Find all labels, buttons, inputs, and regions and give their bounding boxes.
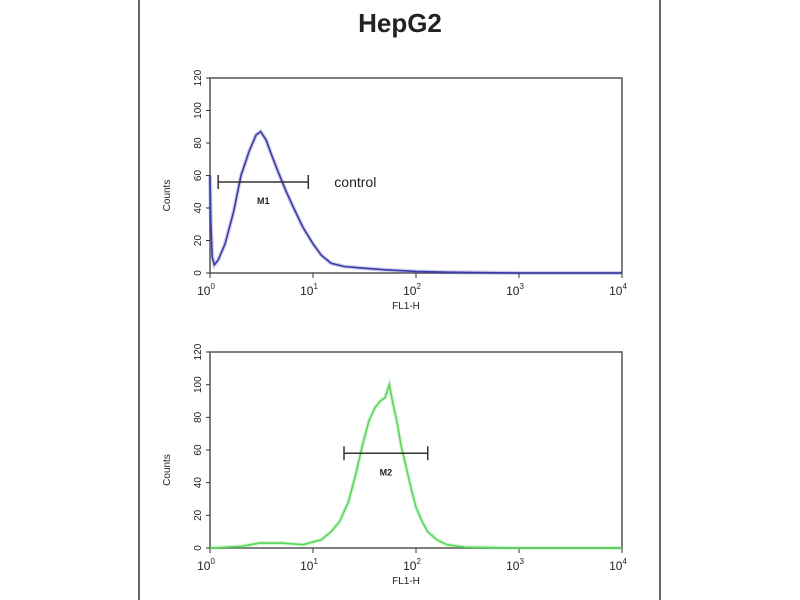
figure-title: HepG2 [358, 8, 442, 38]
x-tick-exponent: 3 [519, 557, 524, 566]
x-tick-label: 102 [403, 557, 421, 573]
x-tick-label: 104 [609, 557, 627, 573]
x-tick-label: 103 [506, 557, 524, 573]
x-tick-exponent: 4 [622, 557, 627, 566]
histogram-line [209, 130, 622, 274]
y-tick-label: 100 [193, 102, 204, 119]
y-tick-label: 0 [193, 545, 204, 551]
plot-frame [209, 351, 623, 549]
x-tick-label: 103 [506, 282, 524, 298]
y-tick-label: 80 [193, 411, 204, 423]
y-tick-label: 120 [193, 343, 204, 360]
y-tick-label: 120 [193, 69, 204, 86]
y-tick-label: 40 [193, 202, 204, 214]
x-tick-label: 100 [197, 557, 215, 573]
y-axis-label: Counts [162, 454, 173, 486]
histogram-glow [208, 128, 622, 275]
sample-annotation: control [334, 174, 376, 190]
y-tick-label: 20 [193, 235, 204, 247]
x-tick-label: 100 [197, 282, 215, 298]
x-tick-label: 101 [300, 282, 318, 298]
histogram-line [209, 381, 622, 549]
x-tick-exponent: 1 [313, 557, 318, 566]
y-tick-label: 20 [193, 509, 204, 521]
plot-frame [209, 77, 623, 274]
histogram-glow [209, 376, 622, 550]
x-axis-label: FL1-H [392, 576, 420, 587]
x-tick-exponent: 0 [210, 282, 215, 291]
x-tick-exponent: 2 [416, 282, 421, 291]
gate-marker-label: M2 [380, 467, 393, 477]
x-tick-exponent: 3 [519, 282, 524, 291]
x-tick-exponent: 0 [210, 557, 215, 566]
x-tick-exponent: 1 [313, 282, 318, 291]
gate-marker-label: M1 [257, 196, 270, 206]
x-tick-label: 102 [403, 282, 421, 298]
x-tick-exponent: 2 [416, 557, 421, 566]
y-tick-label: 0 [193, 270, 204, 276]
y-tick-label: 60 [193, 170, 204, 182]
y-tick-label: 80 [193, 137, 204, 149]
x-axis-label: FL1-H [392, 301, 420, 312]
y-tick-label: 100 [193, 376, 204, 393]
x-tick-exponent: 4 [622, 282, 627, 291]
x-tick-label: 104 [609, 282, 627, 298]
y-axis-label: Counts [162, 180, 173, 212]
y-tick-label: 60 [193, 444, 204, 456]
x-tick-label: 101 [300, 557, 318, 573]
y-tick-label: 40 [193, 477, 204, 489]
